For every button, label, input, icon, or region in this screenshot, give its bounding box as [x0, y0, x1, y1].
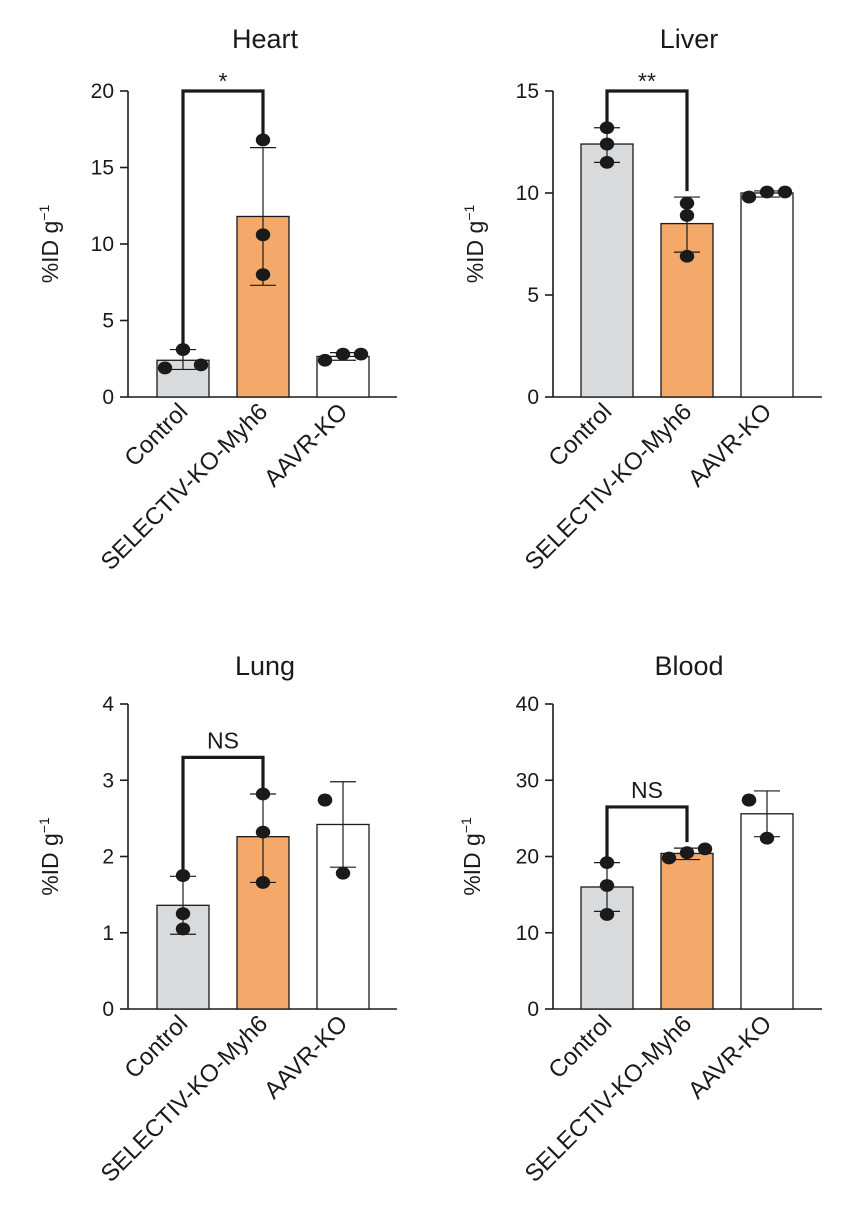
data-point: [317, 353, 333, 367]
data-point: [255, 825, 271, 839]
significance-bracket: [605, 89, 689, 192]
category-label: AAVR-KO: [259, 398, 353, 492]
category-label: AAVR-KO: [683, 1010, 777, 1104]
y-tick-label: 0: [527, 998, 539, 1021]
data-point: [759, 185, 775, 199]
data-point: [175, 869, 191, 882]
category-label: Control: [119, 398, 193, 472]
y-tick-label: 10: [516, 922, 539, 945]
significance-bracket: [181, 89, 265, 344]
data-point: [697, 842, 713, 856]
data-point: [759, 831, 775, 845]
y-tick-label: 0: [102, 386, 114, 409]
data-point: [255, 876, 271, 889]
data-point: [317, 793, 333, 807]
data-point: [255, 268, 271, 281]
category-label: AAVR-KO: [683, 398, 777, 492]
data-point: [599, 156, 615, 169]
panel-blood: Blood%ID g−1010203040ControlSELECTIV-KO-…: [458, 651, 822, 1188]
panel-title: Liver: [660, 24, 719, 54]
y-tick-label: 10: [91, 233, 114, 256]
y-tick-label: 5: [102, 310, 114, 333]
significance-label: NS: [207, 727, 239, 753]
data-point: [679, 209, 695, 222]
y-axis-label: %ID g−1: [36, 817, 63, 896]
panel-title: Heart: [232, 24, 299, 54]
panel-heart: Heart%ID g−105101520ControlSELECTIV-KO-M…: [36, 24, 397, 576]
category-label: Control: [119, 1010, 193, 1084]
data-point: [599, 879, 615, 892]
significance-bracket: [181, 755, 265, 871]
y-tick-label: 10: [516, 182, 539, 205]
y-axis-label: %ID g−1: [461, 204, 488, 283]
significance-label: NS: [631, 777, 663, 803]
panel-title: Blood: [654, 651, 723, 681]
data-point: [679, 249, 695, 263]
panel-liver: Liver%ID g−1051015ControlSELECTIV-KO-Myh…: [461, 24, 822, 576]
category-label: Control: [543, 398, 617, 472]
y-axis-label: %ID g−1: [36, 204, 63, 283]
data-point: [255, 228, 271, 242]
data-point: [679, 846, 695, 860]
data-point: [741, 793, 757, 807]
y-tick-label: 15: [91, 157, 114, 180]
y-tick-label: 20: [91, 80, 114, 103]
panel-lung: Lung%ID g−101234ControlSELECTIV-KO-Myh6A…: [36, 651, 397, 1188]
y-tick-label: 0: [102, 998, 114, 1021]
data-point: [679, 196, 695, 210]
data-point: [335, 347, 351, 361]
y-tick-label: 5: [527, 284, 539, 307]
y-tick-label: 0: [527, 386, 539, 409]
data-point: [255, 787, 271, 801]
significance-label: *: [219, 68, 228, 94]
y-tick-label: 15: [516, 80, 539, 103]
category-label: Control: [543, 1010, 617, 1084]
data-point: [599, 856, 615, 869]
y-tick-label: 40: [516, 693, 539, 716]
y-tick-label: 3: [102, 769, 114, 792]
bar-1: [660, 852, 714, 1010]
y-tick-label: 30: [516, 769, 539, 792]
bar-2: [740, 813, 794, 1010]
y-tick-label: 2: [102, 846, 114, 869]
bar-0: [580, 143, 634, 398]
category-label: AAVR-KO: [259, 1010, 353, 1104]
y-axis-label: %ID g−1: [458, 817, 485, 896]
y-tick-label: 20: [516, 846, 539, 869]
panel-title: Lung: [235, 651, 295, 681]
data-point: [157, 361, 173, 375]
y-tick-label: 1: [102, 922, 114, 945]
significance-bracket: [605, 805, 689, 857]
data-point: [175, 922, 191, 936]
bar-2: [740, 192, 794, 398]
data-point: [335, 866, 351, 880]
data-point: [661, 851, 677, 865]
data-point: [193, 358, 209, 372]
data-point: [599, 137, 615, 151]
data-point: [353, 347, 369, 361]
data-point: [777, 185, 793, 199]
data-point: [175, 907, 191, 921]
data-point: [175, 343, 191, 356]
data-point: [599, 121, 615, 135]
y-tick-label: 4: [102, 693, 114, 716]
significance-label: **: [638, 68, 656, 94]
data-point: [599, 908, 615, 921]
data-point: [741, 190, 757, 204]
